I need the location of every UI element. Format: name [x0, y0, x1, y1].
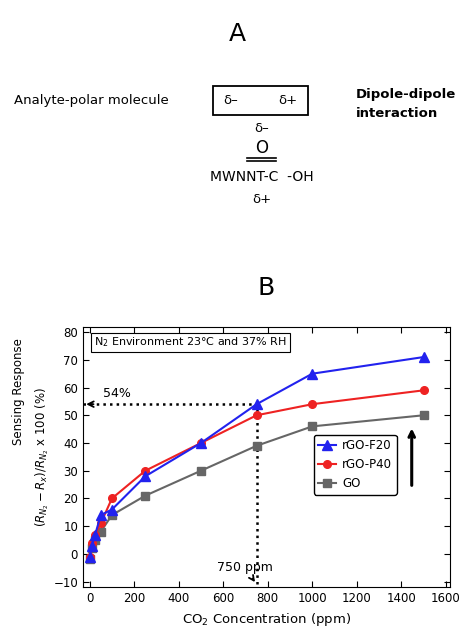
Text: δ–: δ–: [254, 122, 269, 135]
Text: Dipole-dipole: Dipole-dipole: [356, 88, 456, 100]
Text: δ–: δ–: [224, 94, 238, 107]
Text: δ+: δ+: [279, 94, 298, 107]
Legend: rGO-F20, rGO-P40, GO: rGO-F20, rGO-P40, GO: [314, 435, 397, 495]
Text: 750 ppm: 750 ppm: [217, 561, 273, 580]
Text: interaction: interaction: [356, 107, 438, 119]
Y-axis label: $(R_{N_2}-R_x)/R_{N_2}$ x 100 (%): $(R_{N_2}-R_x)/R_{N_2}$ x 100 (%): [33, 387, 51, 527]
Text: MWNNT-C  -OH: MWNNT-C -OH: [210, 170, 313, 185]
X-axis label: CO$_2$ Concentration (ppm): CO$_2$ Concentration (ppm): [182, 610, 351, 627]
Text: Sensing Response: Sensing Response: [12, 338, 25, 445]
Text: 54%: 54%: [103, 387, 131, 400]
Text: δ+: δ+: [252, 193, 271, 206]
Text: Analyte-polar molecule: Analyte-polar molecule: [14, 94, 169, 107]
Bar: [213, 86, 308, 114]
Text: O: O: [255, 139, 268, 156]
Text: B: B: [258, 276, 275, 300]
Text: N$_2$ Environment 23°C and 37% RH: N$_2$ Environment 23°C and 37% RH: [94, 336, 287, 349]
Text: A: A: [228, 22, 246, 46]
